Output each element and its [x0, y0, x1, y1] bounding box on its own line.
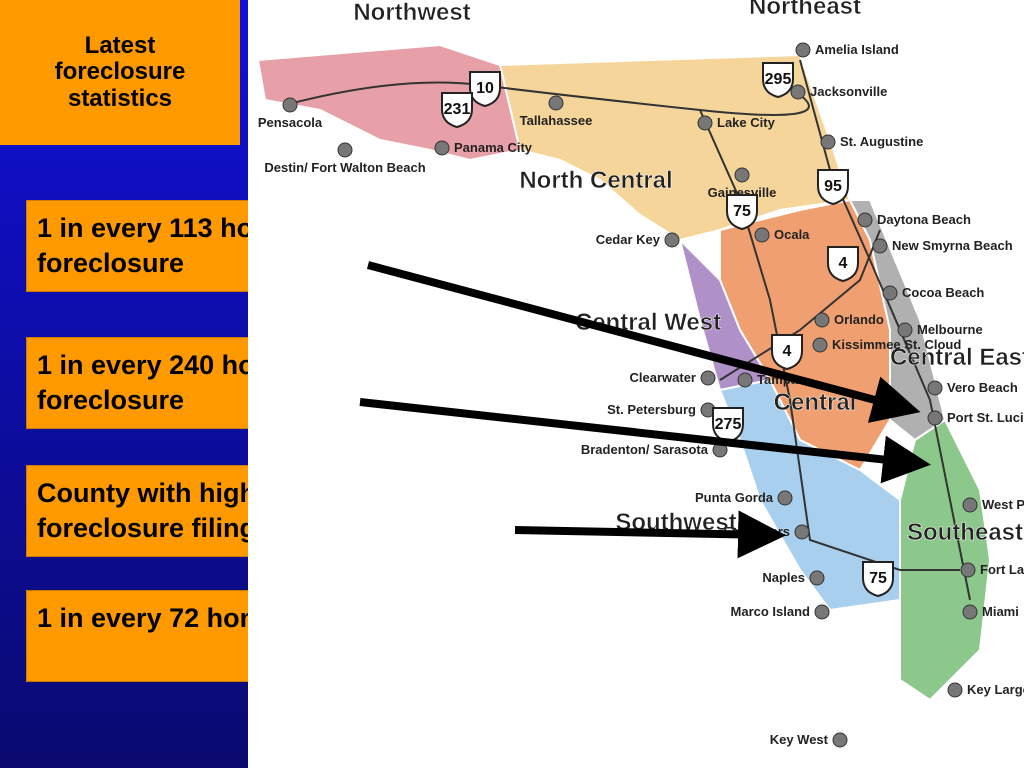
city-dot: [832, 732, 848, 748]
city-label: Orlando: [834, 312, 884, 327]
highway-shield: [862, 561, 894, 598]
highway-label: 75: [733, 203, 751, 220]
road: [284, 81, 810, 116]
city-dot: [927, 410, 943, 426]
region-north: [498, 53, 852, 242]
city-label: Vero Beach: [947, 380, 1018, 395]
region-label: Southeast: [907, 519, 1023, 546]
region-southeast: [899, 418, 992, 702]
highway-label: 95: [824, 178, 842, 195]
city-label: Jacksonville: [810, 84, 887, 99]
city-dot: [664, 232, 680, 248]
city-dot: [872, 238, 888, 254]
city-label: New Smyrna Beach: [892, 238, 1013, 253]
city-label: Amelia Island: [815, 42, 899, 57]
city-dot: [814, 604, 830, 620]
city-label: West Palm Beach: [982, 497, 1024, 512]
city-dot: [947, 682, 963, 698]
city-dot: [697, 115, 713, 131]
region-label: North Central: [519, 167, 672, 194]
city-dot: [809, 570, 825, 586]
region-label: Northwest: [353, 0, 470, 26]
city-label: Kissimmee St. Cloud: [832, 337, 961, 352]
city-dot: [337, 142, 353, 158]
highway-label: 4: [783, 343, 792, 360]
city-label: Punta Gorda: [695, 490, 774, 505]
city-label: Fort Myers: [724, 524, 790, 539]
city-label: Tampa: [757, 372, 799, 387]
city-label: Miami: [982, 604, 1019, 619]
region-label: Central: [774, 389, 857, 416]
region-label: Southwest: [615, 509, 736, 536]
road: [799, 59, 971, 601]
highway-label: 231: [444, 101, 471, 118]
city-label: Naples: [762, 570, 805, 585]
city-label: Cedar Key: [596, 232, 661, 247]
highway-shield: [441, 92, 473, 129]
florida-map: Northwest Northeast North Central Central W…: [248, 0, 1024, 768]
city-dot: [754, 227, 770, 243]
city-dot: [700, 370, 716, 386]
city-label: Ocala: [774, 227, 810, 242]
city-dot: [795, 42, 811, 58]
highway-label: 275: [715, 416, 742, 433]
title: Latest foreclosure statistics: [0, 0, 240, 145]
city-dot: [548, 95, 564, 111]
city-label: Key Largo: [967, 682, 1024, 697]
city-dot: [712, 442, 728, 458]
city-dot: [282, 97, 298, 113]
city-dot: [882, 285, 898, 301]
city-label: Clearwater: [630, 370, 696, 385]
city-label: Destin/ Fort Walton Beach: [264, 160, 425, 175]
highway-label: 295: [765, 71, 792, 88]
city-dot: [927, 380, 943, 396]
city-dot: [434, 140, 450, 156]
highway-shield: [726, 194, 758, 231]
city-dot: [812, 337, 828, 353]
region-label: Northeast: [749, 0, 861, 20]
city-dot: [814, 312, 830, 328]
city-dot: [960, 562, 976, 578]
city-label: Melbourne: [917, 322, 983, 337]
city-label: Cocoa Beach: [902, 285, 984, 300]
city-label: Key West: [770, 732, 829, 747]
city-dot: [857, 212, 873, 228]
city-label: Pensacola: [258, 115, 323, 130]
city-label: Daytona Beach: [877, 212, 971, 227]
city-label: St. Petersburg: [607, 402, 696, 417]
city-dot: [962, 604, 978, 620]
city-dot: [777, 490, 793, 506]
city-dot: [794, 524, 810, 540]
region-label: Central West: [575, 309, 721, 336]
city-dot: [734, 167, 750, 183]
city-label: Bradenton/ Sarasota: [581, 442, 709, 457]
highway-shield: [817, 169, 849, 206]
city-dot: [820, 134, 836, 150]
city-dot: [790, 84, 806, 100]
city-dot: [962, 497, 978, 513]
city-label: St. Augustine: [840, 134, 923, 149]
city-label: Gainesville: [708, 185, 777, 200]
city-label: Panama City: [454, 140, 533, 155]
region-label: Central East: [890, 344, 1024, 371]
city-label: Port St. Lucie: [947, 410, 1024, 425]
city-dot: [737, 372, 753, 388]
city-label: Lake City: [717, 115, 776, 130]
highway-label: 10: [476, 80, 494, 97]
highway-label: 4: [839, 255, 848, 272]
highway-shield: [762, 62, 794, 99]
city-dot: [897, 322, 913, 338]
highway-label: 75: [869, 570, 887, 587]
city-label: Tallahassee: [520, 113, 593, 128]
city-label: Fort Lauderdale: [980, 562, 1024, 577]
city-label: Marco Island: [731, 604, 811, 619]
